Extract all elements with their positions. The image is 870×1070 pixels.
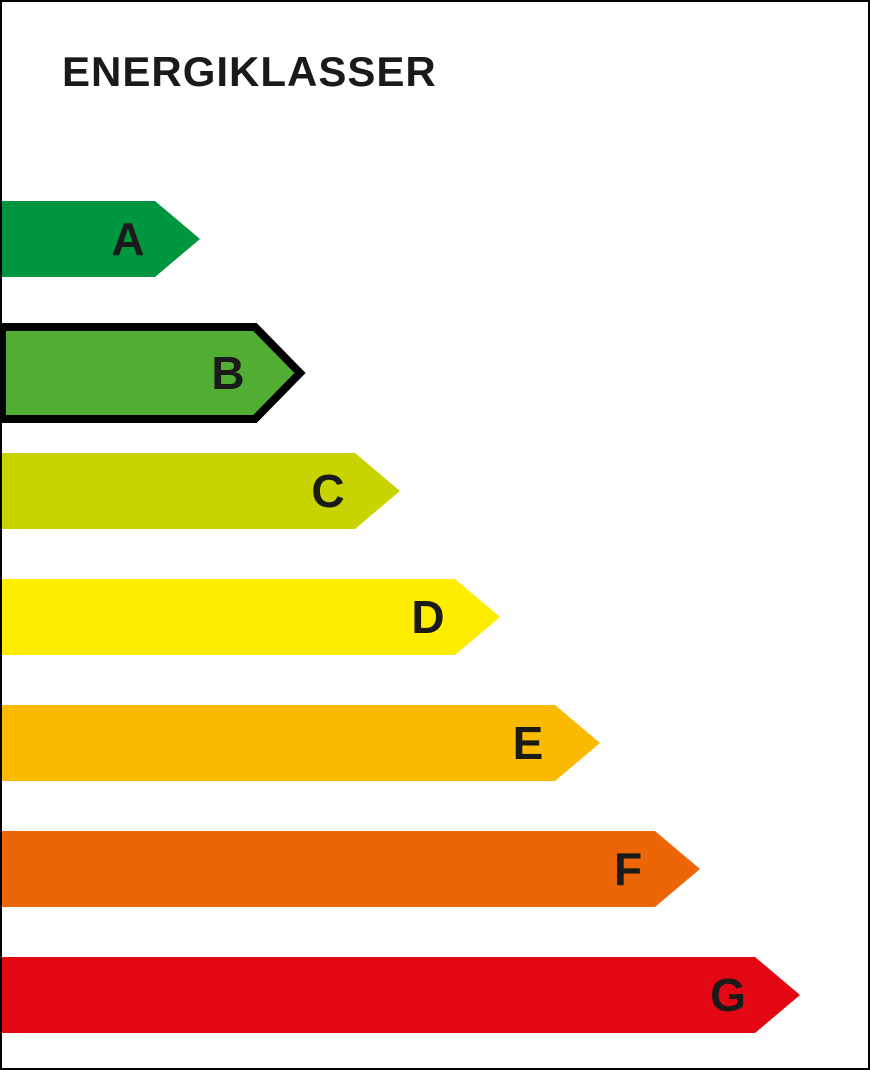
energy-bar-f: F <box>2 829 702 909</box>
energy-bar-label: G <box>710 969 746 1021</box>
energy-bar-shape <box>2 201 200 277</box>
energy-bar-label: B <box>211 347 244 399</box>
energy-bar-shape <box>2 957 800 1033</box>
energy-label-frame: ENERGIKLASSER A B C D E F G <box>0 0 870 1070</box>
diagram-title: ENERGIKLASSER <box>62 48 437 96</box>
energy-bar-label: F <box>614 843 642 895</box>
energy-bar-shape <box>2 327 300 419</box>
energy-bar-label: D <box>411 591 444 643</box>
energy-bar-label: A <box>111 213 144 265</box>
energy-bar-label: E <box>513 717 544 769</box>
energy-bar-a: A <box>2 199 202 279</box>
energy-bar-label: C <box>311 465 344 517</box>
energy-bar-b: B <box>2 317 310 429</box>
energy-bar-shape <box>2 705 600 781</box>
energy-bar-e: E <box>2 703 602 783</box>
energy-bar-d: D <box>2 577 502 657</box>
energy-bar-c: C <box>2 451 402 531</box>
energy-bar-g: G <box>2 955 802 1035</box>
energy-bar-shape <box>2 831 700 907</box>
